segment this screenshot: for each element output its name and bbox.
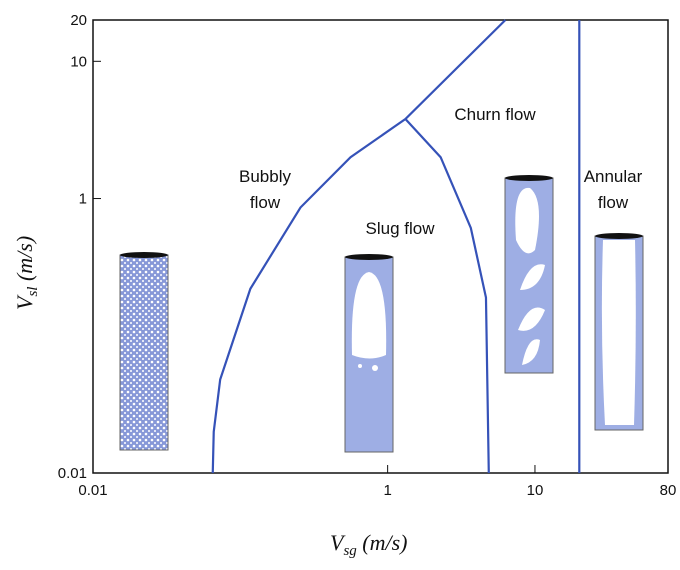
x-label-unit: (m/s) bbox=[357, 530, 408, 555]
x-label-sub: sg bbox=[343, 543, 357, 559]
regime-label-text: Bubbly flow bbox=[239, 167, 291, 212]
y-label-unit: (m/s) bbox=[12, 236, 37, 287]
tube-churn bbox=[504, 175, 554, 374]
plot-frame bbox=[92, 19, 669, 474]
regime-label: Annular flow bbox=[584, 167, 643, 212]
x-tick-label: 80 bbox=[660, 482, 677, 499]
regime-label-text: Churn flow bbox=[454, 105, 536, 124]
x-label-main: V bbox=[330, 530, 346, 555]
x-tick-label: 0.01 bbox=[78, 482, 107, 499]
regime-label-text: Slug flow bbox=[366, 219, 436, 238]
tube-bubbly bbox=[119, 252, 169, 451]
regime-label: Churn flow bbox=[454, 105, 536, 124]
regime-label: Bubbly flow bbox=[239, 167, 291, 212]
regime-label-line: Bubbly bbox=[239, 167, 291, 186]
y-tick-label: 10 bbox=[70, 53, 87, 70]
regime-label-text: Annular flow bbox=[584, 167, 643, 212]
regime-label-line: flow bbox=[598, 193, 629, 212]
x-tick-label: 10 bbox=[527, 482, 544, 499]
y-label-sub: sl bbox=[25, 287, 41, 297]
y-tick-label: 1 bbox=[79, 191, 87, 208]
regime-boundary bbox=[404, 118, 490, 474]
tube-slug bbox=[344, 254, 394, 453]
regime-label: Slug flow bbox=[366, 219, 436, 238]
regime-label-line: Annular bbox=[584, 167, 643, 186]
y-label-main: V bbox=[12, 294, 37, 310]
y-tick-label: 20 bbox=[70, 12, 87, 29]
x-axis-label: Vsg (m/s) bbox=[330, 530, 408, 559]
regime-label-line: flow bbox=[250, 193, 281, 212]
regime-boundary bbox=[211, 19, 507, 474]
y-axis-label: Vsl (m/s) bbox=[12, 236, 41, 310]
x-tick-label: 1 bbox=[383, 482, 391, 499]
tube-annular bbox=[594, 233, 644, 431]
y-tick-label: 0.01 bbox=[58, 465, 87, 482]
